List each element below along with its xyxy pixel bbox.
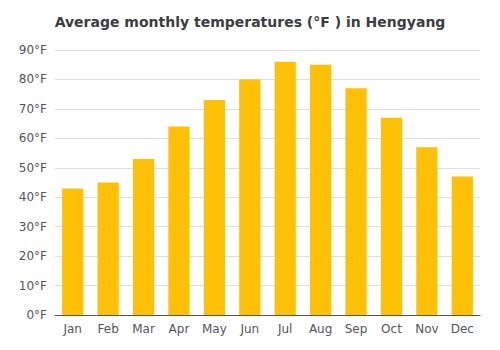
svg-text:Dec: Dec: [451, 322, 474, 336]
svg-text:Apr: Apr: [169, 322, 190, 336]
svg-text:40°F: 40°F: [19, 190, 47, 204]
svg-text:Mar: Mar: [132, 322, 155, 336]
svg-text:Nov: Nov: [415, 322, 438, 336]
svg-text:Aug: Aug: [309, 322, 332, 336]
svg-text:30°F: 30°F: [19, 220, 47, 234]
svg-text:80°F: 80°F: [19, 72, 47, 86]
svg-text:Average monthly temperatures (: Average monthly temperatures (°F ) in He…: [55, 14, 446, 30]
svg-text:Sep: Sep: [345, 322, 368, 336]
svg-text:Jun: Jun: [239, 322, 259, 336]
svg-text:Jul: Jul: [277, 322, 292, 336]
svg-text:Feb: Feb: [98, 322, 119, 336]
svg-text:May: May: [202, 322, 227, 336]
svg-text:0°F: 0°F: [26, 308, 47, 322]
svg-text:90°F: 90°F: [19, 43, 47, 57]
svg-text:Oct: Oct: [381, 322, 402, 336]
svg-text:60°F: 60°F: [19, 131, 47, 145]
svg-text:20°F: 20°F: [19, 249, 47, 263]
svg-text:70°F: 70°F: [19, 102, 47, 116]
svg-text:50°F: 50°F: [19, 161, 47, 175]
svg-text:Jan: Jan: [62, 322, 82, 336]
svg-text:10°F: 10°F: [19, 279, 47, 293]
